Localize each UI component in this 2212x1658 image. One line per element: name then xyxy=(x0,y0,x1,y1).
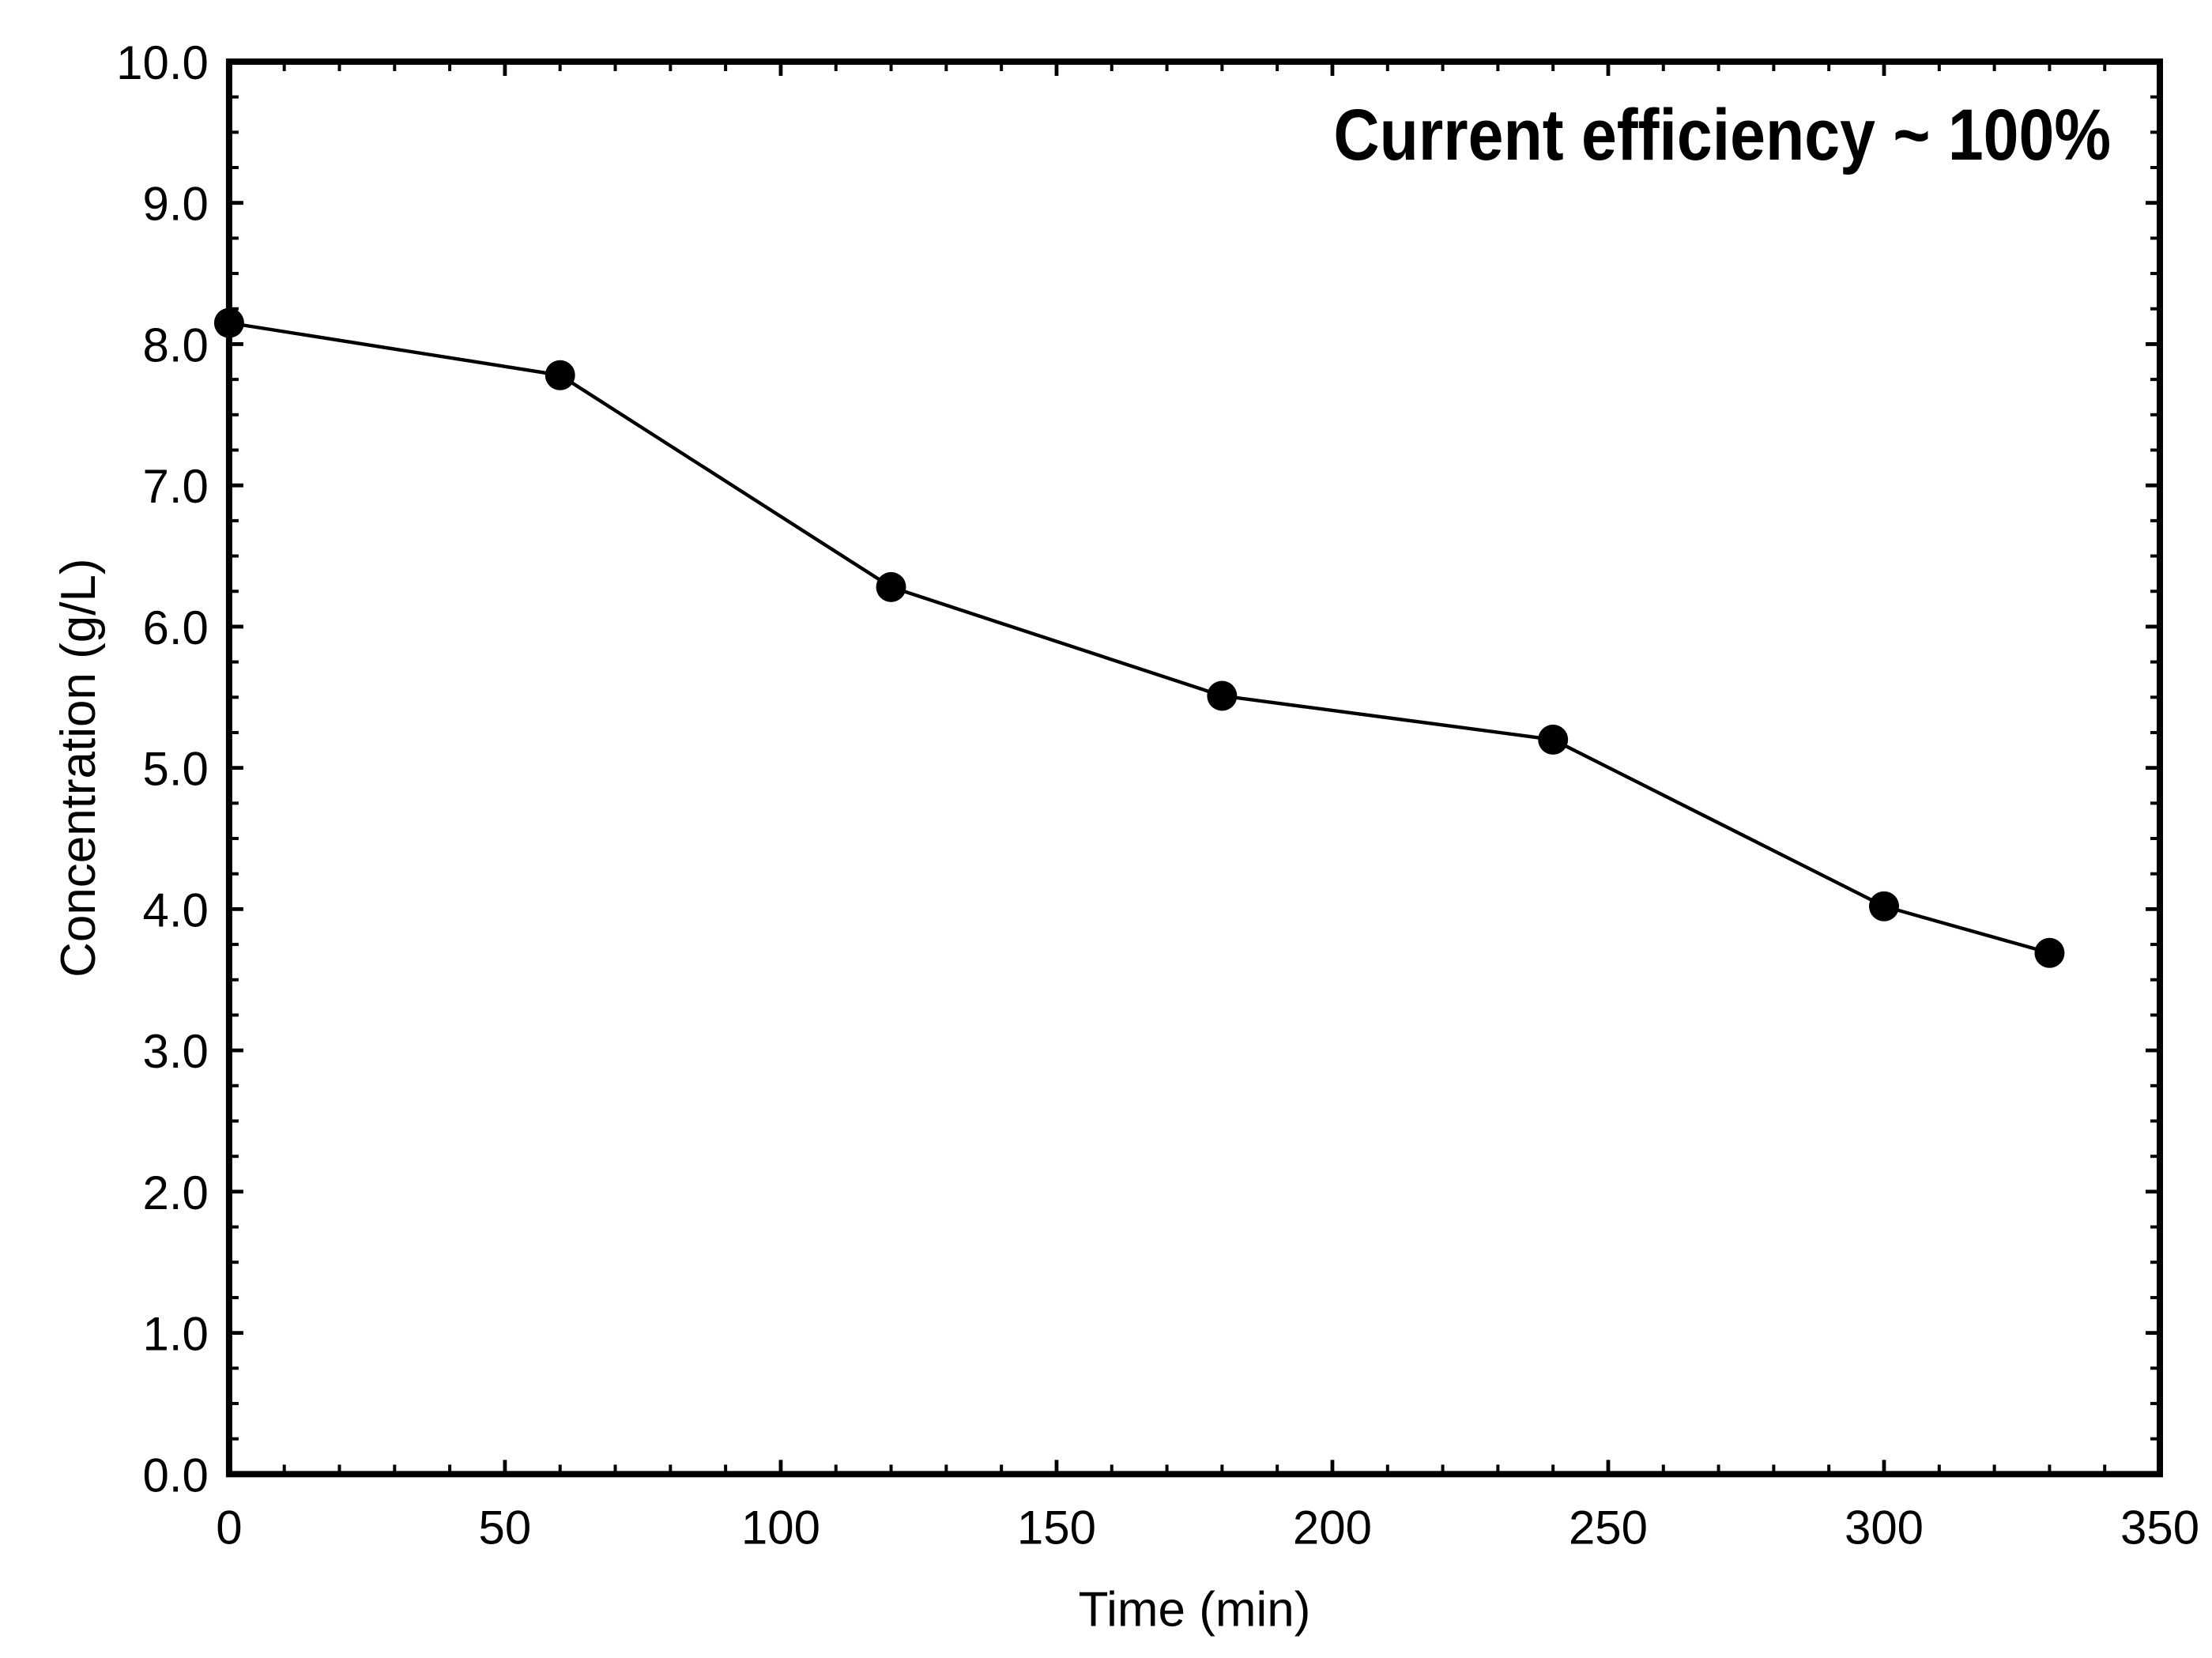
y-tick-label: 8.0 xyxy=(143,318,209,371)
x-tick-label: 0 xyxy=(216,1501,242,1554)
y-tick-label: 0.0 xyxy=(143,1449,209,1502)
y-tick-label: 5.0 xyxy=(143,743,209,796)
data-point xyxy=(2034,937,2065,968)
x-minor-ticks xyxy=(282,61,2107,1475)
x-tick-label: 50 xyxy=(479,1501,532,1554)
y-major-ticks xyxy=(228,201,2161,1335)
data-point xyxy=(213,307,244,338)
x-tick-labels: 0 50 100 150 200 250 300 350 xyxy=(216,1501,2199,1554)
y-tick-label: 6.0 xyxy=(143,601,209,654)
data-point xyxy=(876,571,906,602)
y-tick-label: 3.0 xyxy=(143,1025,209,1078)
data-point xyxy=(1538,724,1569,755)
data-point xyxy=(1207,680,1238,711)
x-tick-label: 200 xyxy=(1293,1501,1372,1554)
data-point xyxy=(1869,891,1899,921)
x-tick-label: 150 xyxy=(1017,1501,1096,1554)
x-tick-label: 250 xyxy=(1569,1501,1648,1554)
y-minor-ticks xyxy=(228,95,2161,1441)
data-series xyxy=(213,307,2065,968)
series-markers xyxy=(213,307,2065,968)
y-axis-title: Concentration (g/L) xyxy=(51,558,106,977)
x-tick-label: 300 xyxy=(1845,1501,1924,1554)
annotation: Current efficiency ~ 100% xyxy=(1333,95,2111,175)
y-tick-label: 7.0 xyxy=(143,460,209,513)
x-tick-label: 350 xyxy=(2120,1501,2199,1554)
x-major-ticks xyxy=(503,61,1886,1475)
y-tick-label: 9.0 xyxy=(143,178,209,231)
y-tick-label: 2.0 xyxy=(143,1166,209,1219)
x-axis-title: Time (min) xyxy=(1079,1582,1311,1637)
x-tick-label: 100 xyxy=(741,1501,820,1554)
y-tick-label: 10.0 xyxy=(116,36,209,89)
data-point xyxy=(545,360,575,390)
y-tick-labels: 0.0 1.0 2.0 3.0 4.0 5.0 6.0 7.0 8.0 9.0 10.0 xyxy=(116,36,209,1502)
y-tick-label: 4.0 xyxy=(143,884,209,936)
y-tick-label: 1.0 xyxy=(143,1308,209,1361)
